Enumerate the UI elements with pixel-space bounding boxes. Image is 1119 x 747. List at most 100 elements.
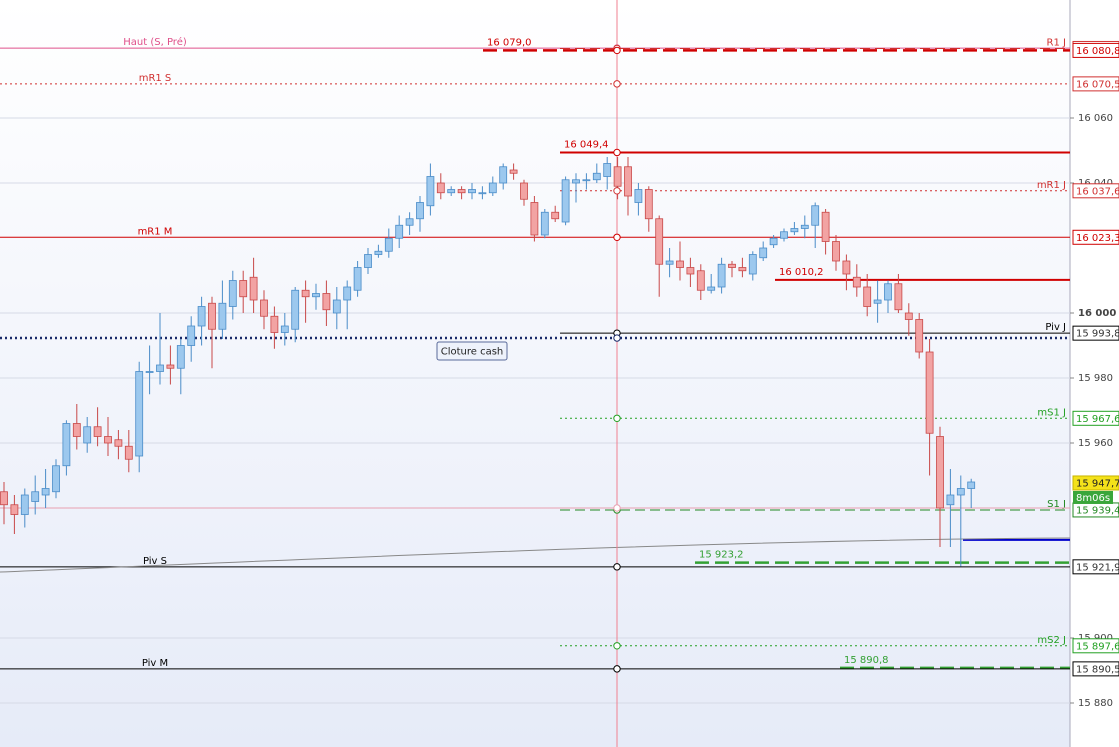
candle-body: [894, 283, 903, 311]
candle-body: [260, 299, 268, 317]
candle-body: [72, 423, 81, 437]
candle-body: [582, 179, 591, 182]
level-name: 16 079,0: [487, 37, 532, 48]
candle-body: [364, 254, 372, 268]
candle-body: [842, 260, 851, 275]
price-box: [1072, 325, 1119, 341]
candle-body: [811, 205, 820, 226]
moving-average: [0, 537, 1071, 573]
level-name: Piv S: [143, 556, 167, 567]
candle-body: [384, 237, 393, 252]
price-box-label: 15 921,9: [1076, 562, 1119, 573]
candle-body: [416, 202, 424, 220]
candle-body: [759, 247, 768, 259]
level-name: Piv M: [142, 658, 168, 669]
candle-body: [343, 286, 352, 301]
price-box: [1072, 42, 1119, 58]
level-marker: [613, 80, 621, 88]
candle-body: [613, 166, 622, 187]
price-box: [1072, 661, 1119, 677]
price-box: [1072, 183, 1119, 199]
level-name: mS1 J: [1037, 407, 1066, 418]
candle-body: [208, 302, 216, 330]
price-box-label: 15 890,5: [1076, 664, 1119, 675]
candle-body: [592, 172, 601, 181]
level-marker: [613, 233, 621, 241]
candle-body: [332, 299, 341, 314]
candle-body: [904, 312, 913, 320]
candle-body: [488, 182, 497, 194]
candle-body: [520, 182, 528, 200]
candle-body: [769, 237, 778, 246]
level-name: 15 923,2: [699, 550, 744, 561]
candle-body: [478, 192, 487, 195]
candle-body: [457, 189, 466, 194]
y-tick-label: 15 980: [1078, 373, 1113, 384]
level-name: 16 010,2: [779, 267, 824, 278]
candle-body: [270, 315, 279, 333]
candle-body: [728, 263, 736, 268]
candle-body: [104, 436, 112, 444]
candle-body: [436, 182, 445, 194]
candle-body: [93, 426, 102, 437]
level-name: Haut (S, Pré): [123, 36, 187, 48]
candle-body: [936, 436, 944, 509]
candle-body: [852, 276, 861, 288]
candle-body: [572, 179, 580, 184]
level-marker: [613, 665, 621, 673]
candle-body: [551, 211, 560, 220]
candle-body: [956, 488, 965, 496]
price-box: [1072, 76, 1119, 92]
candle-body: [967, 481, 976, 489]
plot-background: [0, 0, 1070, 747]
level-marker: [613, 187, 621, 195]
candle-body: [280, 325, 289, 333]
level-marker: [613, 642, 621, 650]
candle-body: [780, 231, 788, 239]
candle-body: [540, 211, 549, 236]
candle-body: [748, 254, 757, 275]
axis-background: [1070, 0, 1119, 747]
level-name: 16 049,4: [564, 139, 609, 150]
candle-body: [239, 280, 248, 298]
candle-body: [884, 283, 892, 301]
level-name: 15 890,8: [844, 655, 889, 666]
candles: [0, 157, 976, 567]
candle-body: [395, 224, 404, 239]
price-box-label: 16 023,3: [1076, 233, 1119, 244]
candle-body: [135, 371, 144, 457]
level-name: mR1 J: [1037, 180, 1066, 191]
candle-body: [228, 280, 237, 307]
candle-body: [800, 224, 809, 229]
price-box-label: 15 939,4: [1076, 505, 1119, 516]
price-box-label: 16 070,5: [1076, 79, 1119, 90]
levels: Haut (S, Pré) R1 J 16 079,0 mR1 S 16 049,4 mR…: [0, 36, 1070, 670]
level-marker: [613, 414, 621, 423]
candle-body: [499, 166, 508, 184]
level-name: Piv J: [1045, 322, 1066, 333]
level-name: mR1 S: [139, 73, 172, 84]
level-name: Cloture cash: [441, 347, 504, 358]
candle-body: [187, 325, 196, 346]
candle-body: [301, 289, 310, 298]
candle-body: [832, 241, 840, 262]
level-marker: [613, 504, 621, 512]
y-tick-label: 15 960: [1078, 438, 1113, 449]
price-box-label: 15 993,8: [1076, 329, 1119, 340]
level-marker: [613, 334, 621, 342]
candle-body: [322, 293, 331, 311]
crosshair-markers: [613, 44, 621, 673]
candle-body: [197, 306, 206, 327]
candle-body: [717, 263, 726, 288]
candle-body: [624, 166, 632, 197]
candle-body: [52, 465, 60, 493]
candle-body: [509, 169, 518, 174]
candle-body: [41, 488, 50, 496]
y-tick-label: 15 880: [1078, 698, 1113, 709]
candle-body: [738, 267, 747, 272]
candle-body: [145, 371, 154, 373]
candle-body: [249, 276, 258, 301]
candle-body: [156, 364, 164, 372]
candle-body: [863, 286, 872, 307]
